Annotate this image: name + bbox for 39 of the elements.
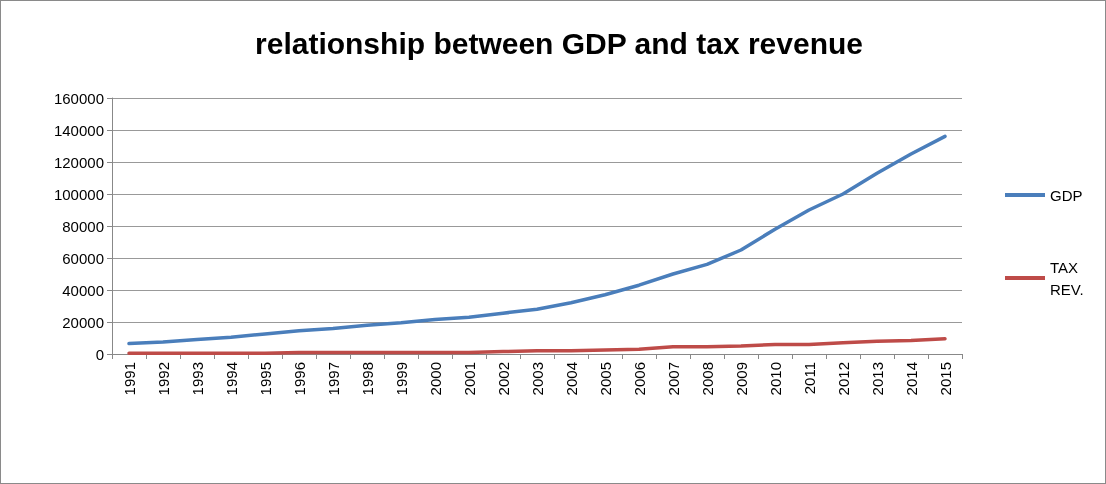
legend-label: TAX REV. (1050, 258, 1084, 298)
x-tick-label: 2006 (630, 362, 648, 396)
x-tick-label: 2009 (732, 362, 750, 396)
x-tick-label: 1991 (120, 362, 138, 396)
x-tick-label: 2000 (426, 362, 444, 396)
x-tick-label: 2008 (698, 362, 716, 396)
x-tick-label: 1994 (222, 362, 240, 396)
x-tick-label: 1999 (392, 362, 410, 396)
x-tick-label: 2002 (494, 362, 512, 396)
x-tick-label: 1995 (256, 362, 274, 396)
x-tick-label: 1997 (324, 362, 342, 396)
y-tick-label: 120000 (53, 153, 104, 171)
x-tick-label: 2007 (664, 362, 682, 396)
x-tick-label: 2015 (936, 362, 954, 396)
legend-label: GDP (1050, 186, 1083, 204)
y-tick-label: 100000 (53, 185, 104, 203)
y-tick-label: 40000 (62, 281, 104, 299)
line-series (127, 337, 947, 355)
x-tick-label: 2013 (868, 362, 886, 396)
line-series (127, 134, 947, 346)
x-tick-label: 1996 (290, 362, 308, 396)
y-tick-label: 80000 (62, 217, 104, 235)
x-tick-label: 2012 (834, 362, 852, 396)
x-tick-label: 2010 (766, 362, 784, 396)
x-tick-label: 2014 (902, 362, 920, 396)
x-tick-label: 2011 (800, 362, 818, 395)
y-tick-label: 0 (95, 345, 104, 363)
x-tick-label: 2003 (528, 362, 546, 396)
y-tick-label: 160000 (53, 89, 104, 107)
y-tick-label: 140000 (53, 121, 104, 139)
x-tick-label: 1992 (154, 362, 172, 396)
x-tick-label: 2004 (562, 362, 580, 396)
x-tick-label: 1993 (188, 362, 206, 396)
chart-title: relationship between GDP and tax revenue (255, 26, 863, 60)
x-tick-label: 2005 (596, 362, 614, 396)
x-tick-label: 2001 (460, 362, 478, 396)
x-tick-label: 1998 (358, 362, 376, 396)
y-tick-label: 20000 (62, 313, 104, 331)
y-tick-label: 60000 (62, 249, 104, 267)
